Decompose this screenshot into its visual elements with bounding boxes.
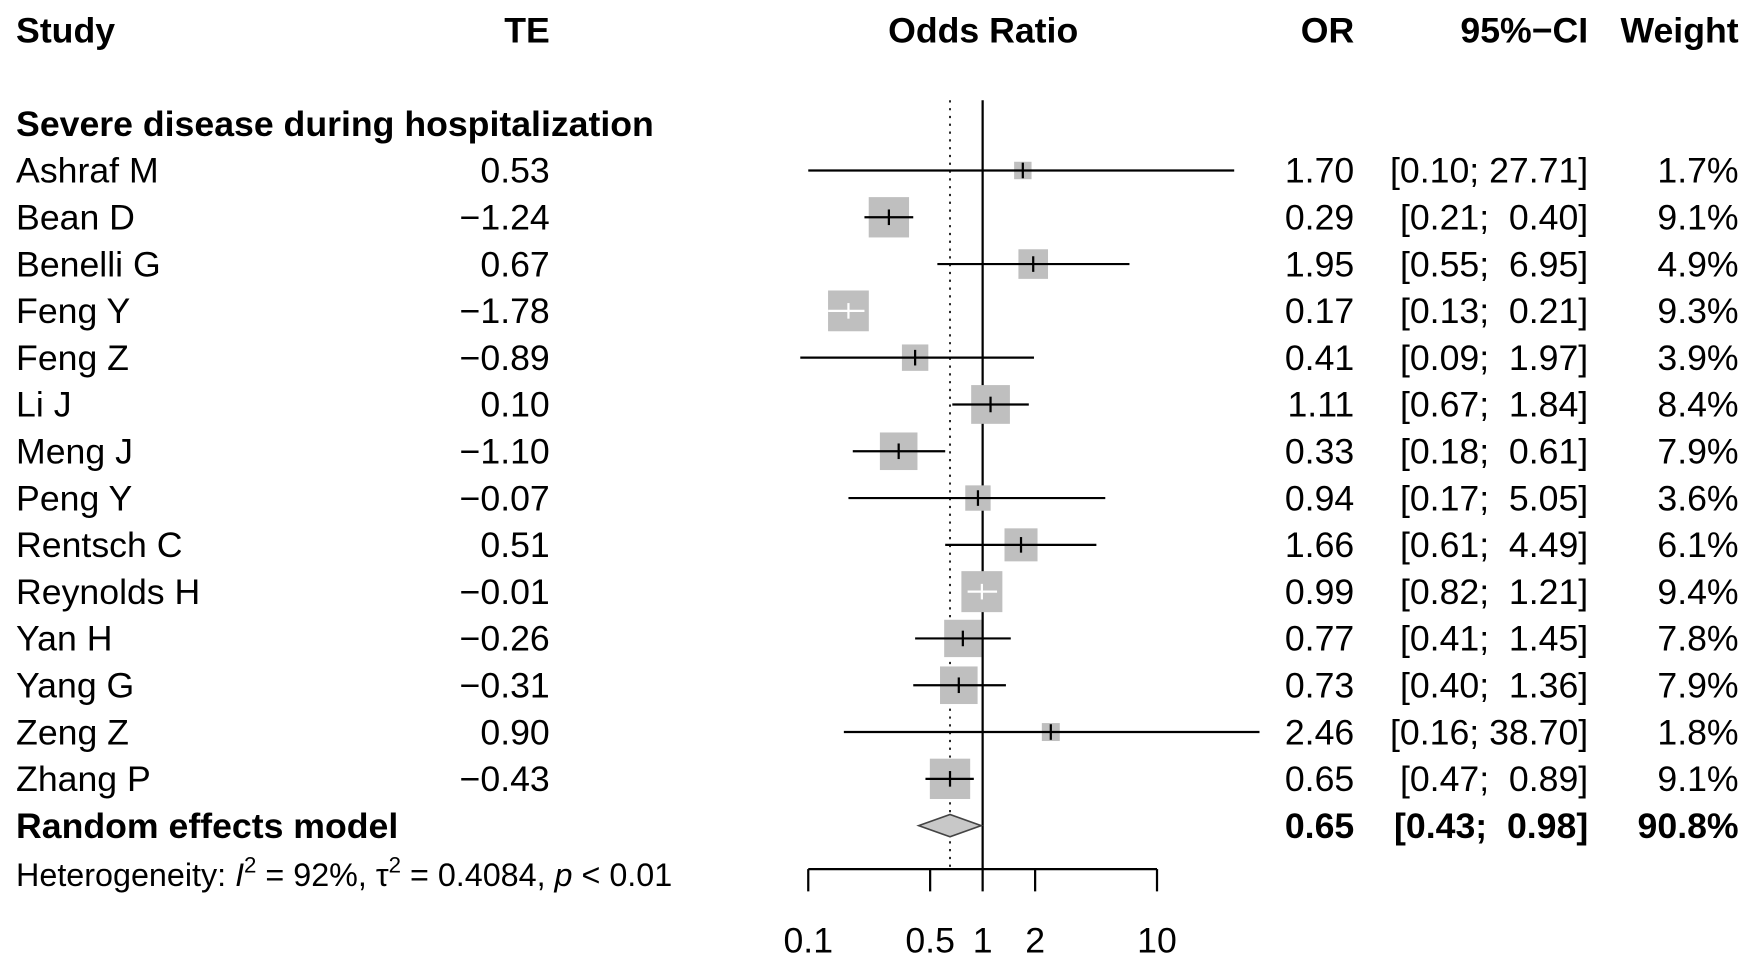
- or-label: 0.73: [1285, 666, 1354, 706]
- pooled-ci: [0.43; 0.98]: [1394, 806, 1588, 846]
- or-label: 1.95: [1285, 244, 1354, 284]
- te-label: −1.10: [460, 432, 550, 472]
- study-name: Bean D: [16, 198, 135, 238]
- heterogeneity-part: < 0.01: [573, 857, 673, 893]
- pooled-or: 0.65: [1285, 806, 1354, 846]
- ci-label: [0.10; 27.71]: [1390, 151, 1588, 191]
- te-label: −0.89: [460, 338, 550, 378]
- heterogeneity-part: 2: [389, 852, 401, 877]
- te-label: −1.78: [460, 291, 550, 331]
- or-label: 1.11: [1287, 385, 1354, 425]
- or-label: 0.77: [1285, 619, 1354, 659]
- or-label: 0.29: [1285, 198, 1354, 238]
- heterogeneity-part: 2: [244, 852, 256, 877]
- weight-label: 7.8%: [1657, 619, 1738, 659]
- weight-label: 3.6%: [1657, 478, 1738, 518]
- te-label: 0.10: [480, 385, 549, 425]
- study-name: Feng Y: [16, 291, 130, 331]
- x-tick-label: 2: [1025, 921, 1045, 956]
- study-name: Yang G: [16, 666, 134, 706]
- te-label: 0.90: [480, 712, 549, 752]
- heterogeneity-part: = 92%,: [256, 857, 375, 893]
- or-label: 0.99: [1285, 572, 1354, 612]
- x-tick-label: 0.5: [905, 921, 955, 956]
- or-label: 0.17: [1285, 291, 1354, 331]
- study-name: Rentsch C: [16, 525, 182, 565]
- or-label: 0.94: [1285, 478, 1354, 518]
- ci-label: [0.09; 1.97]: [1400, 338, 1588, 378]
- ci-label: [0.55; 6.95]: [1400, 244, 1588, 284]
- study-name: Feng Z: [16, 338, 129, 378]
- ci-label: [0.47; 0.89]: [1400, 759, 1588, 799]
- ci-label: [0.16; 38.70]: [1390, 712, 1588, 752]
- or-label: 0.41: [1285, 338, 1354, 378]
- x-tick-label: 0.1: [783, 921, 833, 956]
- te-label: 0.53: [480, 151, 549, 191]
- heterogeneity-part: p: [554, 857, 573, 893]
- weight-label: 9.1%: [1657, 198, 1738, 238]
- ci-label: [0.17; 5.05]: [1400, 478, 1588, 518]
- ci-label: [0.82; 1.21]: [1400, 572, 1588, 612]
- group-title: Severe disease during hospitalization: [16, 104, 654, 144]
- study-name: Benelli G: [16, 244, 161, 284]
- weight-label: 7.9%: [1657, 666, 1738, 706]
- te-label: −0.43: [460, 759, 550, 799]
- study-name: Ashraf M: [16, 151, 159, 191]
- header-weight: Weight: [1620, 10, 1738, 50]
- weight-label: 4.9%: [1657, 244, 1738, 284]
- ci-label: [0.61; 4.49]: [1400, 525, 1588, 565]
- or-label: 1.66: [1285, 525, 1354, 565]
- study-name: Zeng Z: [16, 712, 129, 752]
- te-label: −0.31: [460, 666, 550, 706]
- header-te: TE: [504, 10, 550, 50]
- study-name: Yan H: [16, 619, 112, 659]
- or-label: 0.33: [1285, 432, 1354, 472]
- or-label: 0.65: [1285, 759, 1354, 799]
- heterogeneity-part: = 0.4084,: [401, 857, 555, 893]
- te-label: −0.07: [460, 478, 550, 518]
- ci-label: [0.40; 1.36]: [1400, 666, 1588, 706]
- te-label: −1.24: [460, 198, 550, 238]
- pooled-weight: 90.8%: [1638, 806, 1739, 846]
- te-label: −0.26: [460, 619, 550, 659]
- header-or: OR: [1301, 10, 1354, 50]
- or-label: 1.70: [1285, 151, 1354, 191]
- pooled-diamond: [916, 813, 984, 838]
- study-name: Zhang P: [16, 759, 151, 799]
- weight-label: 9.4%: [1657, 572, 1738, 612]
- te-label: 0.67: [480, 244, 549, 284]
- study-name: Meng J: [16, 432, 133, 472]
- ci-label: [0.21; 0.40]: [1400, 198, 1588, 238]
- heterogeneity-part: τ: [376, 857, 389, 893]
- weight-label: 9.3%: [1657, 291, 1738, 331]
- weight-label: 6.1%: [1657, 525, 1738, 565]
- header-ci: 95%−CI: [1460, 10, 1588, 50]
- te-label: 0.51: [480, 525, 549, 565]
- pooled-name: Random effects model: [16, 806, 398, 846]
- weight-label: 7.9%: [1657, 432, 1738, 472]
- x-tick-label: 10: [1137, 921, 1177, 956]
- study-name: Li J: [16, 385, 71, 425]
- weight-label: 1.8%: [1657, 712, 1738, 752]
- heterogeneity-part: I: [235, 857, 244, 893]
- header-study: Study: [16, 10, 115, 50]
- ci-label: [0.18; 0.61]: [1400, 432, 1588, 472]
- te-label: −0.01: [460, 572, 550, 612]
- ci-label: [0.41; 1.45]: [1400, 619, 1588, 659]
- or-label: 2.46: [1285, 712, 1354, 752]
- weight-label: 9.1%: [1657, 759, 1738, 799]
- header-plot: Odds Ratio: [888, 10, 1078, 50]
- heterogeneity-part: Heterogeneity:: [16, 857, 235, 893]
- weight-label: 8.4%: [1657, 385, 1738, 425]
- ci-label: [0.13; 0.21]: [1400, 291, 1588, 331]
- study-name: Peng Y: [16, 478, 132, 518]
- study-name: Reynolds H: [16, 572, 200, 612]
- weight-label: 1.7%: [1657, 151, 1738, 191]
- ci-label: [0.67; 1.84]: [1400, 385, 1588, 425]
- x-tick-label: 1: [973, 921, 993, 956]
- heterogeneity: Heterogeneity: I2 = 92%, τ2 = 0.4084, p …: [16, 852, 672, 892]
- weight-label: 3.9%: [1657, 338, 1738, 378]
